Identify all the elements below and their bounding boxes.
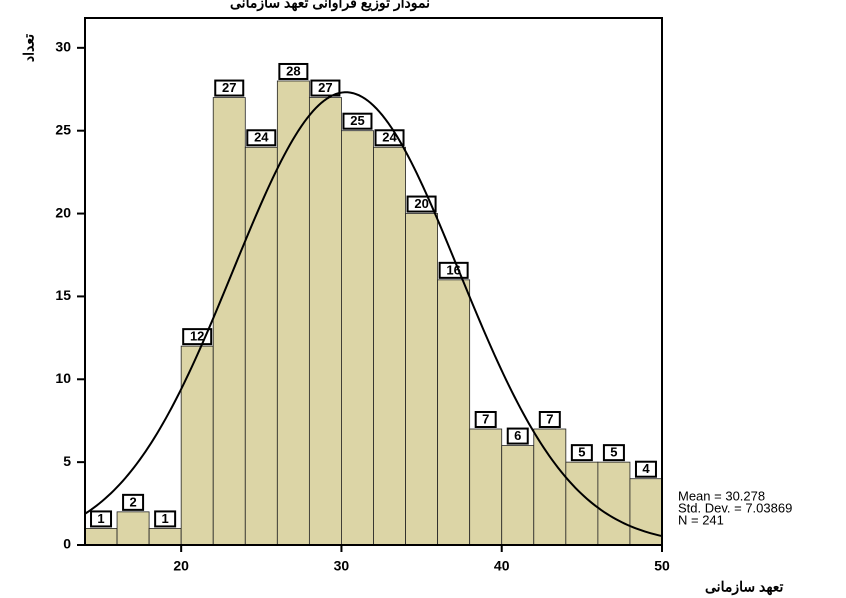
bar [597, 461, 631, 546]
y-tick-label: 25 [55, 121, 71, 137]
stats-label: Mean = 30.278 [678, 488, 765, 503]
data-label-box [246, 129, 277, 147]
data-label: 6 [514, 428, 521, 443]
data-label: 5 [610, 445, 617, 460]
data-label: 24 [382, 130, 397, 145]
y-tick-label: 10 [55, 370, 71, 386]
data-label: 24 [254, 130, 269, 145]
data-label-box [602, 444, 625, 462]
data-label: 4 [642, 461, 650, 476]
data-label: 25 [350, 113, 364, 128]
data-label-box [154, 510, 177, 528]
bar [180, 345, 214, 546]
y-tick-label: 30 [55, 39, 71, 55]
data-label: 7 [546, 411, 553, 426]
bar [244, 146, 278, 546]
data-label-box [278, 62, 309, 80]
data-label-box [310, 79, 341, 97]
bar [276, 80, 310, 546]
data-label-box [214, 79, 245, 97]
normal-curve [84, 91, 663, 538]
data-label-box [570, 444, 593, 462]
data-label-box [342, 112, 373, 130]
chart-title: نمودار توزیع فراوانی تعهد سازمانی [230, 0, 430, 12]
bar [116, 511, 150, 546]
bar [84, 528, 118, 546]
stats-label: N = 241 [678, 512, 724, 527]
bar [469, 428, 503, 546]
data-label: 1 [97, 511, 104, 526]
bar [148, 528, 182, 546]
data-label: 27 [318, 80, 332, 95]
data-label: 7 [482, 411, 489, 426]
data-label: 12 [190, 329, 204, 344]
data-label: 2 [129, 494, 136, 509]
bar [501, 445, 535, 546]
y-axis-label: تعداد [21, 34, 37, 62]
y-tick-label: 0 [63, 536, 71, 552]
y-tick-label: 15 [55, 287, 71, 303]
x-tick-label: 40 [494, 558, 510, 574]
data-label: 20 [414, 196, 428, 211]
bar [341, 130, 374, 546]
stats-label: Std. Dev. = 7.03869 [678, 500, 792, 515]
data-label-box [634, 460, 657, 478]
data-label: 27 [222, 80, 236, 95]
data-label-box [538, 410, 561, 428]
data-label: 5 [578, 445, 585, 460]
data-label-box [506, 427, 529, 445]
bar [437, 279, 471, 546]
data-label: 1 [162, 511, 169, 526]
bar [405, 213, 439, 546]
y-tick-label: 20 [55, 204, 71, 220]
x-tick-label: 50 [654, 558, 670, 574]
bar [308, 97, 342, 546]
y-tick-label: 5 [63, 453, 71, 469]
data-label: 28 [286, 63, 300, 78]
data-label-box [474, 410, 497, 428]
bar [533, 428, 567, 546]
data-label-box [90, 510, 113, 528]
bar [212, 97, 246, 546]
data-label-box [122, 493, 145, 511]
plot-frame [84, 17, 663, 546]
x-axis-label: تعهد سازمانی [705, 579, 784, 596]
bar [373, 146, 406, 546]
x-tick-label: 20 [173, 558, 189, 574]
x-tick-label: 30 [334, 558, 350, 574]
